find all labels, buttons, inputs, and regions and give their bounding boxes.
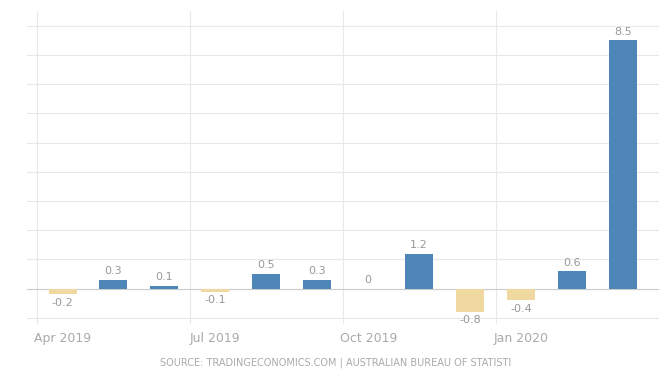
Bar xyxy=(405,254,433,289)
Bar xyxy=(303,280,331,289)
Bar xyxy=(151,286,179,289)
Bar xyxy=(456,289,484,312)
Text: -0.4: -0.4 xyxy=(510,304,532,314)
Bar xyxy=(252,274,280,289)
Bar xyxy=(507,289,535,300)
Text: -0.8: -0.8 xyxy=(459,315,481,326)
Text: 8.5: 8.5 xyxy=(614,27,632,37)
Text: 1.2: 1.2 xyxy=(411,240,428,250)
Bar xyxy=(558,271,586,289)
Text: -0.2: -0.2 xyxy=(52,298,73,308)
Text: 0.5: 0.5 xyxy=(257,260,275,270)
Text: -0.1: -0.1 xyxy=(204,295,226,305)
Bar xyxy=(48,289,77,294)
Text: 0.3: 0.3 xyxy=(105,266,122,276)
Text: SOURCE: TRADINGECONOMICS.COM | AUSTRALIAN BUREAU OF STATISTI: SOURCE: TRADINGECONOMICS.COM | AUSTRALIA… xyxy=(161,358,511,368)
Bar xyxy=(202,289,229,292)
Bar xyxy=(609,41,637,289)
Text: 0.6: 0.6 xyxy=(563,257,581,267)
Text: 0.3: 0.3 xyxy=(308,266,326,276)
Text: 0: 0 xyxy=(365,275,372,285)
Bar xyxy=(99,280,128,289)
Text: 0.1: 0.1 xyxy=(156,272,173,282)
